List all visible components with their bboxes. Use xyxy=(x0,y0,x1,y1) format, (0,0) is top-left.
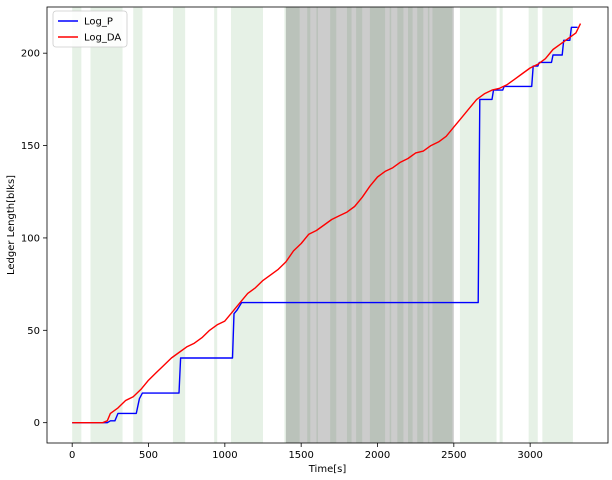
x-tick-label: 0 xyxy=(69,450,75,461)
x-tick-label: 500 xyxy=(139,450,158,461)
active-period-band xyxy=(90,7,123,443)
y-tick-label: 200 xyxy=(21,49,40,60)
active-period-band xyxy=(356,7,363,443)
legend-box xyxy=(52,10,128,48)
active-period-band xyxy=(330,7,337,443)
active-period-band xyxy=(432,7,453,443)
highlight-period-band xyxy=(285,7,454,443)
series-line-log-p xyxy=(72,26,578,424)
active-period-band xyxy=(172,7,186,443)
active-period-band xyxy=(230,7,264,443)
y-tick-label: 100 xyxy=(21,233,40,244)
active-period-band xyxy=(284,7,300,443)
active-period-band xyxy=(72,7,82,443)
series-layer xyxy=(72,23,582,424)
x-tick-label: 2000 xyxy=(365,450,390,461)
x-axis: 0 500 1000 1500 2000 2500 3000 xyxy=(69,443,543,461)
y-axis: 0 50 100 150 200 xyxy=(21,49,47,429)
y-tick-label: 0 xyxy=(34,418,40,429)
x-tick-label: 2500 xyxy=(441,450,466,461)
shaded-bands xyxy=(72,7,573,443)
x-tick-label: 1500 xyxy=(288,450,313,461)
active-period-band xyxy=(499,7,503,443)
active-period-band xyxy=(307,7,311,443)
y-axis-label: Ledger Length[blks] xyxy=(6,175,17,275)
plot-frame xyxy=(46,6,609,444)
series-line-log-da xyxy=(72,23,582,424)
active-period-band xyxy=(427,7,430,443)
active-period-band xyxy=(417,7,424,443)
active-period-band xyxy=(397,7,404,443)
active-period-band xyxy=(346,7,352,443)
legend-label: Log_P xyxy=(84,17,113,28)
y-tick-label: 150 xyxy=(21,141,40,152)
x-tick-label: 1000 xyxy=(212,450,237,461)
active-period-band xyxy=(133,7,143,443)
x-axis-label: Time[s] xyxy=(308,464,347,475)
legend-label: Log_DA xyxy=(84,33,121,44)
legend: Log_P Log_DA xyxy=(52,10,128,48)
y-tick-label: 50 xyxy=(27,326,40,337)
active-period-band xyxy=(214,7,218,443)
active-period-band xyxy=(369,7,386,443)
x-tick-label: 3000 xyxy=(517,450,542,461)
active-period-band xyxy=(528,7,538,443)
active-period-band xyxy=(542,7,573,443)
active-period-band xyxy=(408,7,413,443)
active-period-band xyxy=(389,7,392,443)
active-period-band xyxy=(316,7,318,443)
